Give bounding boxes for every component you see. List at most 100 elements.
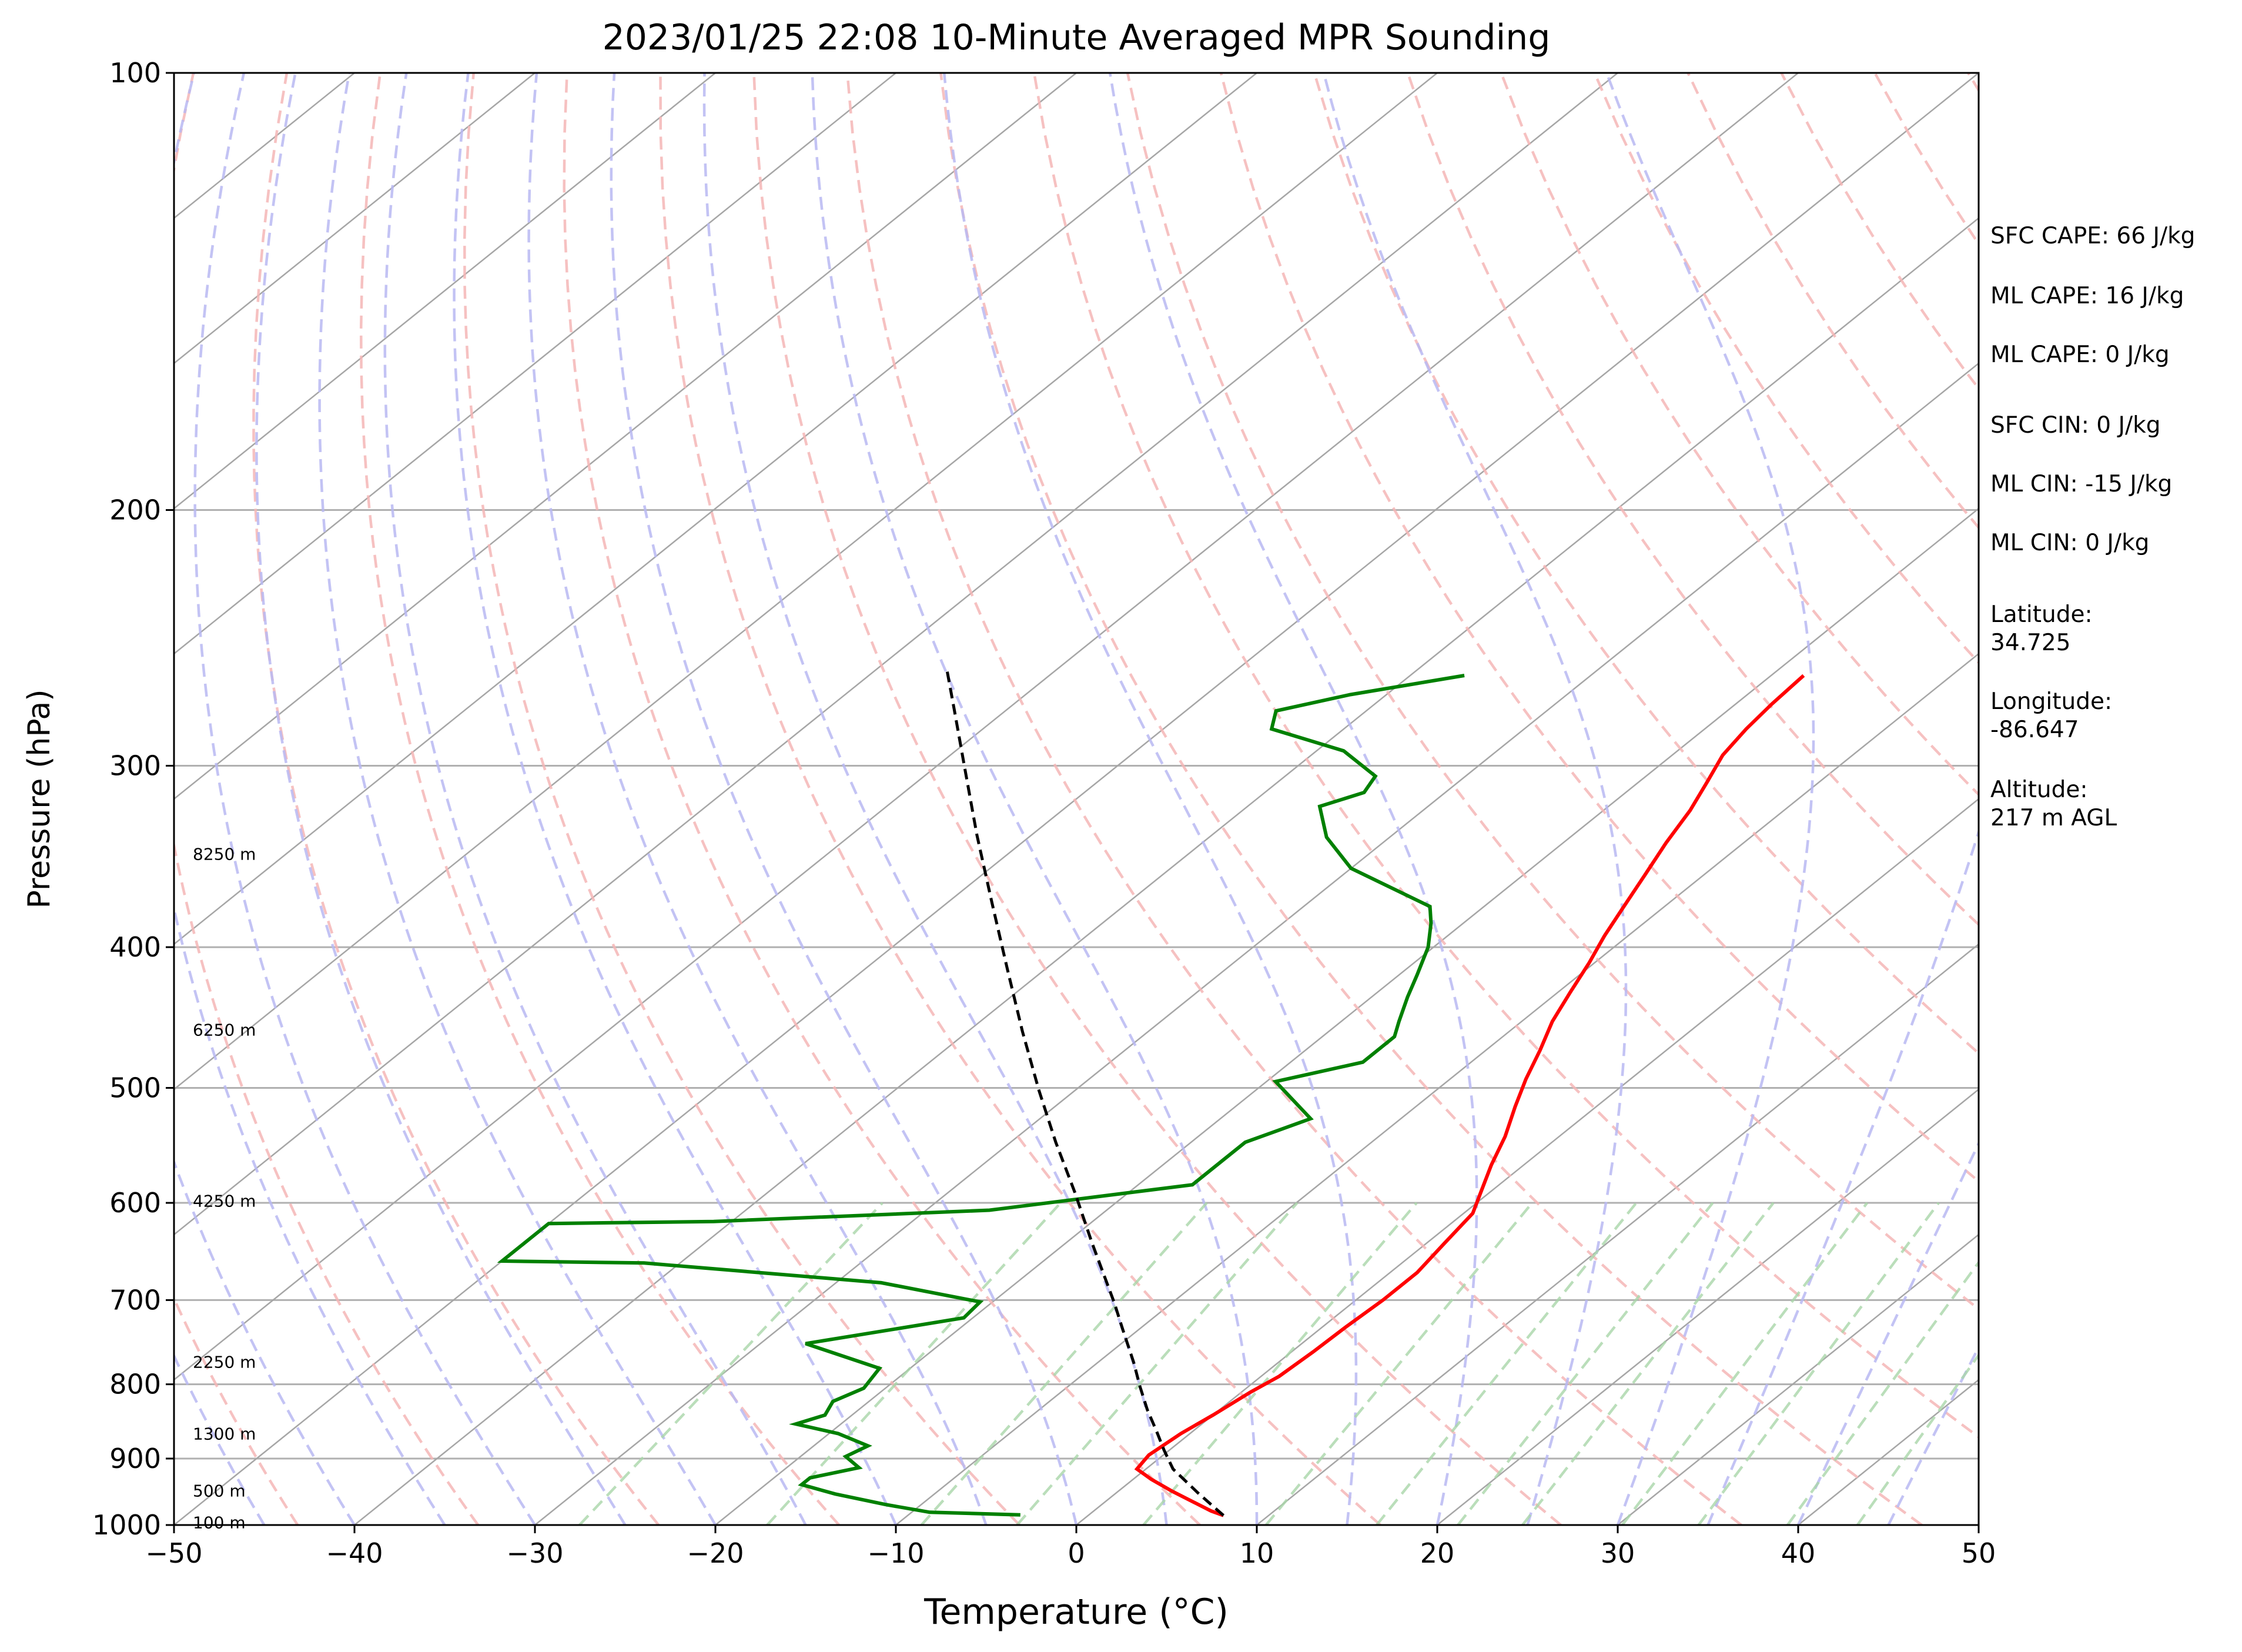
- mixing-ratio-line: [1521, 1202, 1775, 1525]
- dry-adiabat-line: [1126, 73, 1979, 1311]
- y-axis-label: Pressure (hPa): [22, 690, 57, 909]
- isotherm-line: [354, 217, 1979, 1525]
- x-tick-label: 30: [1601, 1537, 1635, 1569]
- dry-adiabat-line: [939, 73, 1923, 1525]
- isotherm-line: [174, 73, 1799, 1381]
- x-tick-label: −30: [506, 1537, 563, 1569]
- mixing-ratio-line: [1786, 1260, 1979, 1525]
- y-axis-ticks: 100 200 300 400 500 600 700 800 900 1000: [92, 57, 174, 1541]
- isotherm-line: [1076, 798, 1979, 1525]
- height-label: 500 m: [193, 1482, 246, 1501]
- ml-cin-text-2: ML CIN: 0 J/kg: [1990, 530, 2149, 556]
- mixing-ratio-line: [1264, 1202, 1534, 1525]
- dry-adiabat-line: [252, 73, 660, 1525]
- mixing-ratio-line: [1142, 1202, 1418, 1525]
- x-tick-label: −10: [867, 1537, 924, 1569]
- dry-adiabat-line: [463, 73, 1020, 1525]
- chart-title: 2023/01/25 22:08 10-Minute Averaged MPR …: [603, 17, 1551, 58]
- x-tick-label: 20: [1420, 1537, 1455, 1569]
- sfc-cin-text: SFC CIN: 0 J/kg: [1990, 412, 2160, 439]
- ml-cin-text-1: ML CIN: -15 J/kg: [1990, 471, 2172, 497]
- isotherm-line: [174, 73, 1979, 1525]
- dry-adiabat-line: [1219, 73, 1979, 1183]
- temperature-series-line: [1134, 674, 1805, 1517]
- moist-adiabat-line: [610, 73, 1078, 1525]
- latitude-label: Latitude:: [1990, 601, 2093, 628]
- isotherm-line: [895, 653, 1979, 1525]
- isotherm-line: [174, 73, 1618, 1236]
- isotherm-line: [1437, 1088, 1979, 1525]
- y-tick-label: 100: [109, 57, 161, 89]
- isotherm-line: [174, 73, 1438, 1091]
- y-tick-label: 800: [109, 1369, 161, 1400]
- mixing-ratio-line: [578, 1202, 884, 1525]
- x-axis-ticks: −50 −40 −30 −20 −10 0 10 20 30 40 50: [145, 1525, 1996, 1569]
- x-tick-label: 0: [1068, 1537, 1085, 1569]
- moist-adiabat-line: [811, 73, 1259, 1525]
- x-tick-label: 50: [1962, 1537, 1996, 1569]
- x-tick-label: 40: [1781, 1537, 1816, 1569]
- y-tick-label: 1000: [92, 1509, 161, 1541]
- mixing-ratio-line: [1856, 1353, 1979, 1525]
- moist-adiabat-line: [255, 73, 627, 1525]
- moist-adiabat-line: [174, 73, 446, 1525]
- height-label: 1300 m: [193, 1424, 256, 1443]
- moist-adiabat-line: [1605, 73, 1815, 1525]
- isotherm-line: [1617, 1233, 1979, 1525]
- dry-adiabat-line: [359, 73, 840, 1525]
- parcel-series-line: [945, 670, 1225, 1517]
- ml-cape-text-2: ML CAPE: 0 J/kg: [1990, 342, 2170, 368]
- mixing-ratio-line: [1376, 1202, 1638, 1525]
- y-tick-label: 600: [109, 1187, 161, 1219]
- moist-adiabat-line: [942, 73, 1358, 1525]
- moist-adiabat-line: [318, 73, 717, 1525]
- dry-adiabat-line: [563, 73, 1201, 1525]
- moist-adiabat-line: [1108, 73, 1478, 1525]
- x-tick-label: −20: [687, 1537, 744, 1569]
- x-tick-label: −50: [145, 1537, 202, 1569]
- height-label: 8250 m: [193, 844, 256, 864]
- moist-adiabat-line: [193, 73, 536, 1525]
- mixing-ratio-line: [766, 1202, 1062, 1525]
- isotherm-line: [174, 73, 1257, 945]
- y-tick-label: 900: [109, 1443, 161, 1474]
- altitude-value: 217 m AGL: [1990, 805, 2117, 831]
- y-tick-label: 700: [109, 1284, 161, 1316]
- y-tick-label: 500: [109, 1072, 161, 1103]
- moist-adiabat-line: [527, 73, 988, 1525]
- sounding-parameters: SFC CAPE: 66 J/kg ML CAPE: 16 J/kg ML CA…: [1990, 223, 2195, 831]
- dry-adiabat-line: [659, 73, 1381, 1525]
- height-labels: 8250 m 6250 m 4250 m 2250 m 1300 m 500 m 100 m: [193, 844, 256, 1532]
- plot-area: [174, 73, 1979, 1525]
- isotherm-line: [174, 73, 536, 364]
- isotherm-line: [1256, 943, 1979, 1525]
- x-axis-label: Temperature (°C): [923, 1591, 1229, 1633]
- height-label: 6250 m: [193, 1021, 256, 1040]
- latitude-value: 34.725: [1990, 630, 2070, 656]
- mixing-ratio-line: [1621, 1202, 1869, 1525]
- moist-adiabat-line: [453, 73, 898, 1525]
- moist-adiabat-line: [702, 73, 1168, 1525]
- height-label: 4250 m: [193, 1191, 256, 1210]
- dry-adiabat-line: [1593, 73, 1979, 665]
- dry-adiabat-line: [1032, 73, 1979, 1439]
- sfc-cape-text: SFC CAPE: 66 J/kg: [1990, 223, 2195, 249]
- altitude-label: Altitude:: [1990, 777, 2088, 803]
- x-tick-label: −40: [326, 1537, 383, 1569]
- y-tick-label: 200: [109, 494, 161, 526]
- dry-adiabat-line: [174, 73, 480, 1525]
- x-tick-label: 10: [1240, 1537, 1274, 1569]
- dewpoint-series-line: [497, 674, 1465, 1517]
- longitude-value: -86.647: [1990, 717, 2079, 743]
- mixing-ratio-line: [1457, 1202, 1714, 1525]
- height-label: 100 m: [193, 1513, 246, 1533]
- dry-adiabat-line: [1313, 73, 1979, 1055]
- mixing-ratio-line: [920, 1202, 1208, 1525]
- dry-adiabat-line: [752, 73, 1562, 1525]
- isotherm-line: [174, 73, 1077, 800]
- mixing-ratio-line: [1697, 1202, 1940, 1525]
- moist-adiabat-line: [1706, 73, 1979, 1525]
- height-label: 2250 m: [193, 1352, 256, 1372]
- ml-cape-text-1: ML CAPE: 16 J/kg: [1990, 283, 2184, 309]
